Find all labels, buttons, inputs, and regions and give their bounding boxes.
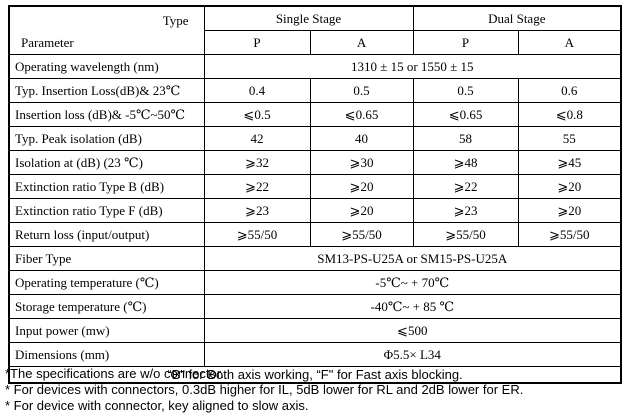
- value-cell: ⩽0.8: [517, 102, 622, 127]
- value-cell: ⩾23: [203, 198, 311, 223]
- value-cell: ⩾20: [517, 198, 622, 223]
- param-cell: Typ. Peak isolation (dB): [8, 126, 205, 151]
- value-cell: ⩾55/50: [203, 222, 311, 247]
- footnote-line: * For device with connector, key aligned…: [5, 398, 309, 413]
- spec-table: Type Parameter Single Stage Dual Stage P…: [8, 5, 623, 384]
- value-cell: ⩽0.5: [203, 102, 311, 127]
- param-cell: Input power (mw): [8, 318, 205, 343]
- value-cell: ⩾22: [203, 174, 311, 199]
- group-header-dual-stage: Dual Stage: [412, 5, 622, 31]
- value-cell: 42: [203, 126, 311, 151]
- table-row-typ-insertion-loss: Typ. Insertion Loss(dB)& 23℃ 0.4 0.5 0.5…: [8, 78, 622, 103]
- value-cell: 40: [309, 126, 414, 151]
- value-cell: ⩾48: [412, 150, 519, 175]
- value-cell-span: ⩽500: [203, 318, 622, 343]
- value-cell-span: Φ5.5× L34: [203, 342, 622, 367]
- value-cell: ⩽0.65: [309, 102, 414, 127]
- table-row-extinction-ratio-b: Extinction ratio Type B (dB) ⩾22 ⩾20 ⩾22…: [8, 174, 622, 199]
- value-cell: ⩾55/50: [412, 222, 519, 247]
- value-cell: ⩾20: [309, 174, 414, 199]
- value-cell-span: -5℃~ + 70℃: [203, 270, 622, 295]
- value-cell: ⩾55/50: [517, 222, 622, 247]
- table-row-storage-temperature: Storage temperature (℃) -40℃~ + 85 ℃: [8, 294, 622, 319]
- param-cell: Insertion loss (dB)& -5℃~50℃: [8, 102, 205, 127]
- value-cell: ⩾20: [517, 174, 622, 199]
- table-row-fiber-type: Fiber Type SM13-PS-U25A or SM15-PS-U25A: [8, 246, 622, 271]
- param-cell: Return loss (input/output): [8, 222, 205, 247]
- table-row-isolation-at: Isolation at (dB) (23 ℃) ⩾32 ⩾30 ⩾48 ⩾45: [8, 150, 622, 175]
- param-cell: Storage temperature (℃): [8, 294, 205, 319]
- corner-cell: Type Parameter: [8, 5, 205, 55]
- footnote-line: * For devices with connectors, 0.3dB hig…: [5, 382, 524, 397]
- header-row-groups: Type Parameter Single Stage Dual Stage: [8, 5, 622, 55]
- param-cell: Isolation at (dB) (23 ℃): [8, 150, 205, 175]
- param-cell: Operating wavelength (nm): [8, 54, 205, 79]
- value-cell: 0.5: [412, 78, 519, 103]
- value-cell: ⩽0.65: [412, 102, 519, 127]
- table-row-typ-peak-isolation: Typ. Peak isolation (dB) 42 40 58 55: [8, 126, 622, 151]
- subcol-header-single-a: A: [309, 30, 414, 55]
- parameter-label: Parameter: [21, 35, 74, 50]
- value-cell: ⩾32: [203, 150, 311, 175]
- value-cell: 0.6: [517, 78, 622, 103]
- value-cell-span: 1310 ± 15 or 1550 ± 15: [203, 54, 622, 79]
- footnote-line: *The specifications are w/o connector.: [5, 366, 224, 381]
- param-cell: Dimensions (mm): [8, 342, 205, 367]
- axis-note: “B" for Both axis working, “F" for Fast …: [8, 366, 622, 384]
- value-cell: 0.4: [203, 78, 311, 103]
- table-row-operating-wavelength: Operating wavelength (nm) 1310 ± 15 or 1…: [8, 54, 622, 79]
- footnotes: *The specifications are w/o connector. *…: [5, 366, 523, 414]
- type-label: Type: [162, 13, 189, 28]
- param-cell: Extinction ratio Type F (dB): [8, 198, 205, 223]
- table-row-input-power: Input power (mw) ⩽500: [8, 318, 622, 343]
- subcol-header-single-p: P: [203, 30, 311, 55]
- value-cell: ⩾30: [309, 150, 414, 175]
- table-row-return-loss: Return loss (input/output) ⩾55/50 ⩾55/50…: [8, 222, 622, 247]
- value-cell: ⩾22: [412, 174, 519, 199]
- table-row-insertion-loss: Insertion loss (dB)& -5℃~50℃ ⩽0.5 ⩽0.65 …: [8, 102, 622, 127]
- value-cell: 0.5: [309, 78, 414, 103]
- subcol-header-dual-p: P: [412, 30, 519, 55]
- table-row-note: “B" for Both axis working, “F" for Fast …: [8, 366, 622, 384]
- value-cell: ⩾45: [517, 150, 622, 175]
- value-cell-span: SM13-PS-U25A or SM15-PS-U25A: [203, 246, 622, 271]
- value-cell: ⩾23: [412, 198, 519, 223]
- value-cell: 58: [412, 126, 519, 151]
- param-cell: Operating temperature (℃): [8, 270, 205, 295]
- value-cell-span: -40℃~ + 85 ℃: [203, 294, 622, 319]
- param-cell: Typ. Insertion Loss(dB)& 23℃: [8, 78, 205, 103]
- table-row-operating-temperature: Operating temperature (℃) -5℃~ + 70℃: [8, 270, 622, 295]
- group-header-single-stage: Single Stage: [203, 5, 414, 31]
- value-cell: ⩾55/50: [309, 222, 414, 247]
- param-cell: Fiber Type: [8, 246, 205, 271]
- value-cell: 55: [517, 126, 622, 151]
- table-row-dimensions: Dimensions (mm) Φ5.5× L34: [8, 342, 622, 367]
- param-cell: Extinction ratio Type B (dB): [8, 174, 205, 199]
- table-row-extinction-ratio-f: Extinction ratio Type F (dB) ⩾23 ⩾20 ⩾23…: [8, 198, 622, 223]
- subcol-header-dual-a: A: [517, 30, 622, 55]
- value-cell: ⩾20: [309, 198, 414, 223]
